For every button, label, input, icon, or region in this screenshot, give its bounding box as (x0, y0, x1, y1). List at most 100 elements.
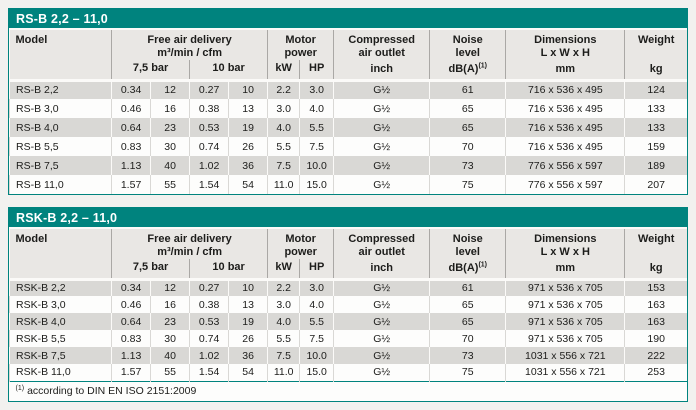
footnote: (1) according to DIN EN ISO 2151:2009 (9, 380, 687, 401)
col-header-air-outlet: Compressed air outlet inch (333, 229, 430, 281)
cell-value: 0.64 (111, 313, 151, 330)
cell-value: 124 (624, 80, 687, 99)
cell-value: 73 (429, 347, 506, 364)
cell-value: 4.0 (267, 313, 300, 330)
cell-value: G½ (333, 364, 430, 381)
cell-value: 5.5 (299, 313, 334, 330)
table-row: RSK-B 11,0 1.57 55 1.54 54 11.0 15.0 G½ … (8, 364, 687, 381)
cell-value: 1.57 (111, 175, 151, 194)
cell-value: 65 (429, 313, 506, 330)
cell-value: 19 (228, 118, 268, 137)
motor-title-line1: Motor (285, 34, 316, 46)
noise-footnote-marker: (1) (478, 62, 487, 70)
header-row-subcolumns: 7,5 bar 10 bar kW HP (10, 60, 688, 82)
cell-value: 40 (150, 156, 190, 175)
cell-model: RSK-B 2,2 (8, 279, 112, 296)
dimensions-line2: L x W x H (540, 47, 590, 59)
cell-value: 16 (150, 296, 190, 313)
cell-value: 153 (624, 279, 687, 296)
col-subheader-7-5-bar: 7,5 bar (111, 259, 190, 281)
cell-value: 70 (429, 137, 506, 156)
table-title-bar: RSK-B 2,2 – 11,0 (9, 207, 687, 229)
cell-value: 5.5 (299, 118, 334, 137)
cell-value: 73 (429, 156, 506, 175)
cell-value: 65 (429, 118, 506, 137)
cell-value: 716 x 536 x 495 (505, 99, 625, 118)
cell-value: 3.0 (267, 296, 300, 313)
outlet-unit: inch (370, 63, 394, 75)
cell-value: 0.53 (189, 313, 229, 330)
cell-value: 36 (228, 156, 268, 175)
cell-value: G½ (333, 80, 430, 99)
cell-value: 0.83 (111, 330, 151, 347)
table-row: RSK-B 7,5 1.13 40 1.02 36 7.5 10.0 G½ 73… (8, 347, 687, 364)
cell-value: 16 (150, 99, 190, 118)
footnote-row: (1) according to DIN EN ISO 2151:2009 (9, 380, 687, 401)
col-subheader-7-5-bar: 7,5 bar (111, 60, 190, 82)
cell-value: 1.57 (111, 364, 151, 381)
col-header-model: Model (9, 229, 112, 281)
cell-value: 30 (150, 137, 190, 156)
cell-model: RS-B 4,0 (8, 118, 112, 137)
cell-value: 133 (624, 118, 687, 137)
col-header-weight: Weight kg (624, 30, 687, 82)
cell-value: 10.0 (299, 347, 334, 364)
cell-value: 0.74 (189, 137, 229, 156)
cell-value: G½ (333, 313, 430, 330)
header-row-groups: Model Free air delivery m³/min / cfm Mot… (9, 30, 687, 82)
spec-grid: Model Free air delivery m³/min / cfm Mot… (8, 229, 687, 401)
cell-value: 190 (624, 330, 687, 347)
cell-value: 12 (150, 279, 190, 296)
cell-value: 15.0 (299, 364, 334, 381)
column-headers: Model Free air delivery m³/min / cfm Mot… (9, 30, 688, 82)
cell-value: 70 (429, 330, 506, 347)
outlet-unit: inch (370, 262, 394, 274)
cell-value: 971 x 536 x 705 (505, 296, 625, 313)
cell-value: 1.13 (111, 156, 151, 175)
cell-value: 1031 x 556 x 721 (505, 364, 625, 381)
cell-value: 5.5 (267, 330, 300, 347)
cell-value: 1.02 (189, 347, 229, 364)
table-row: RSK-B 5,5 0.83 30 0.74 26 5.5 7.5 G½ 70 … (8, 330, 687, 347)
col-header-air-outlet: Compressed air outlet inch (333, 30, 430, 82)
motor-title-line2: power (284, 47, 317, 59)
dimensions-line2: L x W x H (540, 246, 590, 258)
col-header-free-air-delivery: Free air delivery m³/min / cfm (111, 229, 268, 259)
cell-value: 2.2 (267, 80, 300, 99)
cell-value: 13 (228, 296, 268, 313)
outlet-line1: Compressed (348, 233, 416, 245)
dimensions-line1: Dimensions (534, 34, 597, 46)
cell-value: G½ (333, 99, 430, 118)
col-header-dimensions: Dimensions L x W x H mm (505, 229, 625, 281)
cell-value: 0.27 (189, 80, 229, 99)
col-header-motor-power: Motor power (267, 30, 334, 60)
cell-value: 776 x 556 x 597 (505, 175, 625, 194)
cell-value: 19 (228, 313, 268, 330)
cell-value: 0.83 (111, 137, 151, 156)
fad-unit: m³/min / cfm (157, 246, 222, 258)
dimensions-line1: Dimensions (534, 233, 597, 245)
cell-value: 75 (429, 364, 506, 381)
cell-model: RSK-B 3,0 (8, 296, 112, 313)
spec-rows: RS-B 2,2 0.34 12 0.27 10 2.2 3.0 G½ 61 7… (8, 80, 687, 194)
spec-grid: Model Free air delivery m³/min / cfm Mot… (8, 30, 688, 194)
cell-value: 4.0 (299, 296, 334, 313)
weight-unit: kg (649, 262, 663, 274)
cell-value: 13 (228, 99, 268, 118)
cell-value: 11.0 (267, 175, 300, 194)
cell-value: G½ (333, 347, 430, 364)
cell-value: 1031 x 556 x 721 (505, 347, 625, 364)
cell-value: 207 (624, 175, 687, 194)
cell-value: G½ (333, 175, 430, 194)
noise-line1: Noise (452, 233, 483, 245)
cell-value: 55 (150, 364, 190, 381)
cell-value: 971 x 536 x 705 (505, 313, 625, 330)
cell-model: RS-B 7,5 (8, 156, 112, 175)
header-row-groups: Model Free air delivery m³/min / cfm Mot… (9, 229, 687, 281)
table-row: RS-B 4,0 0.64 23 0.53 19 4.0 5.5 G½ 65 7… (8, 118, 687, 137)
cell-value: 971 x 536 x 705 (505, 330, 625, 347)
cell-value: 7.5 (299, 137, 334, 156)
cell-value: G½ (333, 279, 430, 296)
cell-value: 54 (228, 364, 268, 381)
